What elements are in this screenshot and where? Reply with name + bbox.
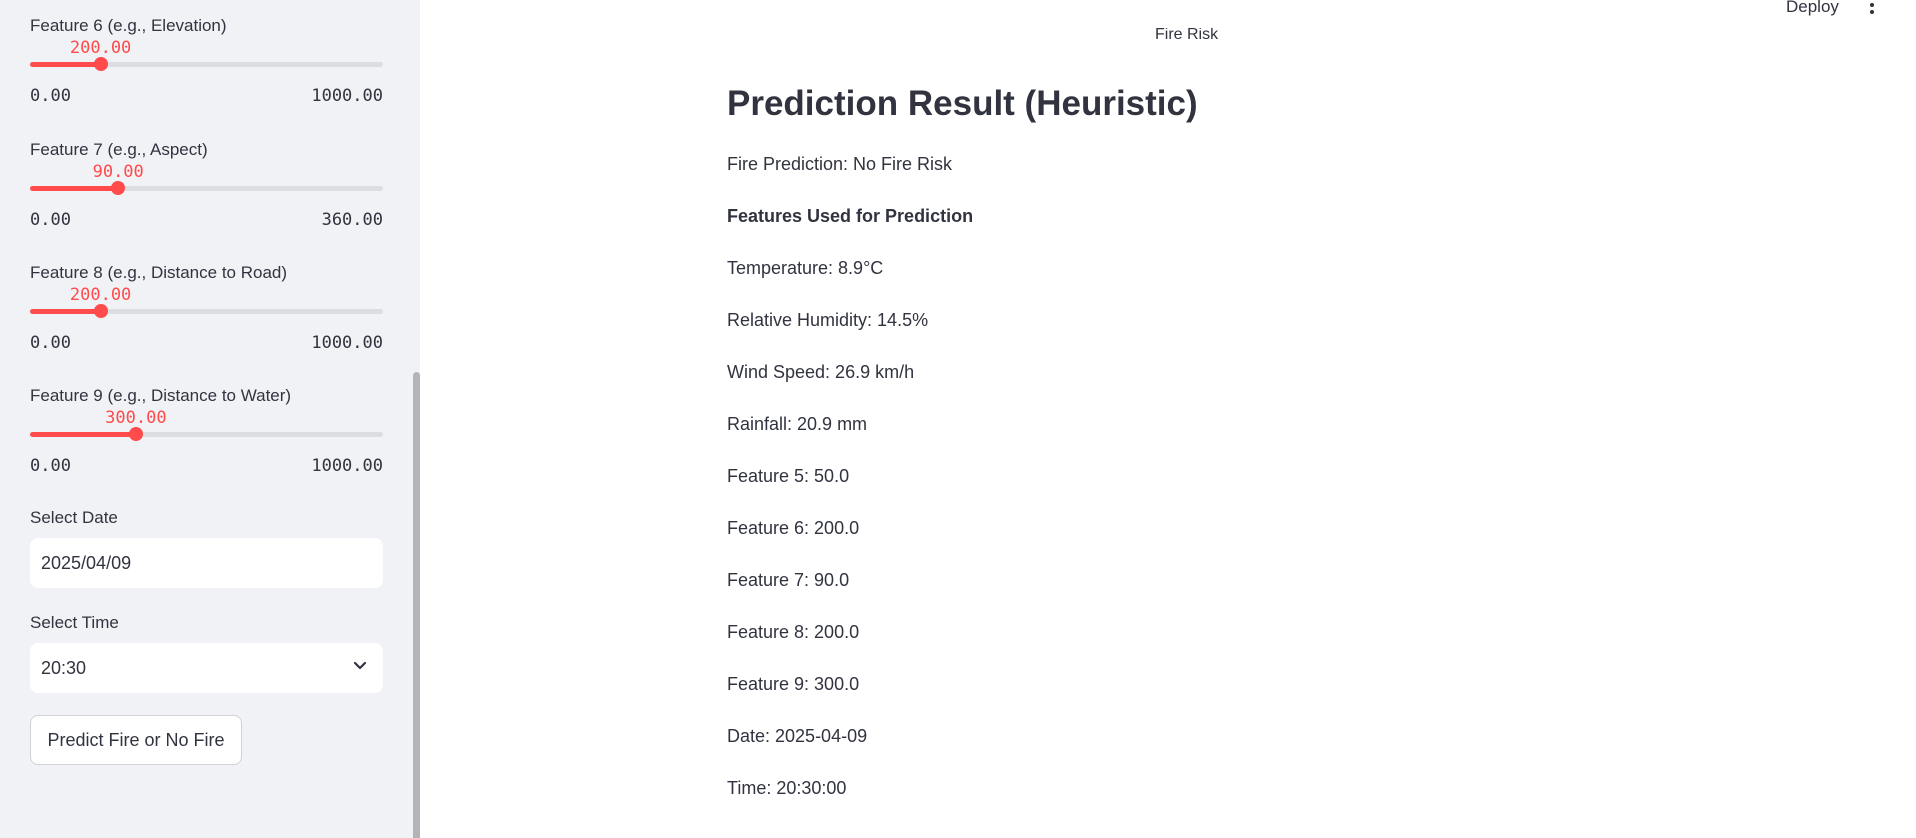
slider-fill	[30, 432, 136, 437]
time-value: 20:30	[41, 657, 87, 678]
slider-min: 0.00	[30, 86, 71, 106]
date-input[interactable]: 2025/04/09	[30, 538, 383, 588]
feature-line-date: Date: 2025-04-09	[727, 726, 868, 746]
time-label: Select Time	[30, 613, 119, 632]
feature-line-time: Time: 20:30:00	[727, 778, 847, 798]
date-value: 2025/04/09	[41, 552, 132, 573]
slider-min: 0.00	[30, 333, 71, 353]
slider-min: 0.00	[30, 210, 71, 230]
slider-min: 0.00	[30, 456, 71, 476]
feature-line-9: Feature 9: 300.0	[727, 674, 860, 694]
slider-fill	[30, 62, 101, 67]
feature-line-7: Feature 7: 90.0	[727, 570, 850, 590]
deploy-button[interactable]: Deploy	[1786, 0, 1839, 16]
slider-track[interactable]	[30, 181, 383, 195]
feature-line-rainfall: Rainfall: 20.9 mm	[727, 414, 868, 434]
slider-track[interactable]	[30, 57, 383, 71]
feature-line-5: Feature 5: 50.0	[727, 466, 850, 486]
slider-fill	[30, 186, 119, 191]
slider-fill	[30, 309, 101, 314]
features-heading: Features Used for Prediction	[727, 206, 974, 226]
slider-track[interactable]	[30, 427, 383, 441]
slider-label: Feature 9 (e.g., Distance to Water)	[30, 386, 292, 405]
slider-thumb[interactable]	[111, 181, 126, 195]
chevron-down-icon	[353, 661, 367, 670]
slider-feature-6: Feature 6 (e.g., Elevation) 200.00 0.00 …	[30, 16, 383, 126]
date-label: Select Date	[30, 508, 118, 527]
more-vertical-icon[interactable]	[1868, 0, 1876, 18]
slider-value: 200.00	[69, 285, 132, 305]
status-caption: Fire Risk	[1155, 28, 1218, 44]
slider-thumb[interactable]	[93, 304, 108, 318]
slider-label: Feature 7 (e.g., Aspect)	[30, 140, 208, 159]
slider-value: 200.00	[69, 38, 132, 58]
predict-button[interactable]: Predict Fire or No Fire	[30, 715, 242, 765]
slider-feature-8: Feature 8 (e.g., Distance to Road) 200.0…	[30, 263, 383, 373]
feature-line-8: Feature 8: 200.0	[727, 622, 860, 642]
slider-feature-9: Feature 9 (e.g., Distance to Water) 300.…	[30, 386, 383, 496]
slider-max: 1000.00	[311, 456, 383, 476]
slider-track[interactable]	[30, 304, 383, 318]
sidebar-scrollbar[interactable]	[413, 372, 420, 838]
feature-line-humidity: Relative Humidity: 14.5%	[727, 310, 929, 330]
slider-max: 360.00	[321, 210, 383, 230]
slider-value: 90.00	[92, 162, 144, 182]
slider-max: 1000.00	[311, 333, 383, 353]
page-title: Prediction Result (Heuristic)	[727, 84, 1198, 123]
feature-line-6: Feature 6: 200.0	[727, 518, 860, 538]
prediction-text: Fire Prediction: No Fire Risk	[727, 154, 953, 174]
slider-feature-7: Feature 7 (e.g., Aspect) 90.00 0.00 360.…	[30, 140, 383, 250]
sidebar: Feature 6 (e.g., Elevation) 200.00 0.00 …	[0, 0, 420, 838]
status-text: Fire Risk	[1155, 28, 1219, 43]
slider-max: 1000.00	[311, 86, 383, 106]
slider-thumb[interactable]	[93, 57, 108, 71]
time-select[interactable]: 20:30	[30, 643, 383, 693]
feature-line-wind: Wind Speed: 26.9 km/h	[727, 362, 915, 382]
slider-label: Feature 8 (e.g., Distance to Road)	[30, 263, 288, 282]
slider-value: 300.00	[105, 408, 167, 428]
slider-label: Feature 6 (e.g., Elevation)	[30, 16, 227, 35]
slider-thumb[interactable]	[128, 427, 143, 441]
feature-line-temperature: Temperature: 8.9°C	[727, 258, 884, 278]
